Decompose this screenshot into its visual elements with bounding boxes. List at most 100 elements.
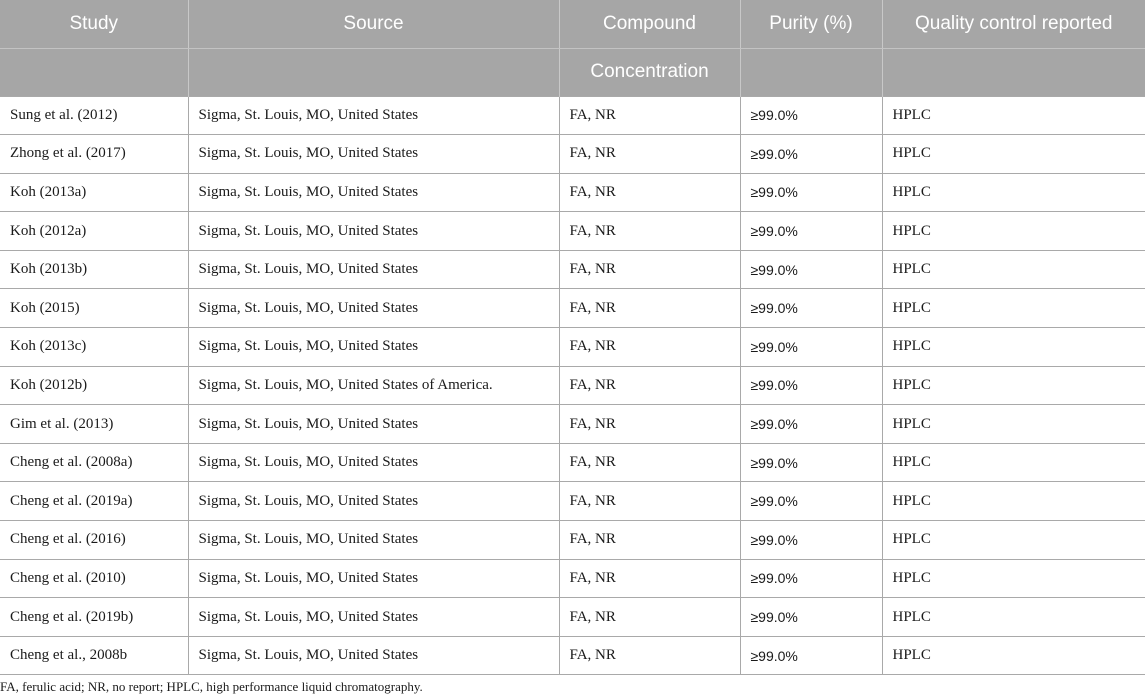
cell-quality-control: HPLC bbox=[881, 288, 1145, 328]
cell-compound: FA, NR bbox=[558, 520, 740, 560]
cell-compound: FA, NR bbox=[558, 404, 740, 444]
cell-quality-control: HPLC bbox=[881, 558, 1145, 598]
cell-study: Sung et al. (2012) bbox=[0, 95, 188, 135]
cell-purity: ≥99.0% bbox=[739, 249, 882, 289]
cell-study: Koh (2013a) bbox=[0, 172, 188, 212]
cell-purity: ≥99.0% bbox=[739, 597, 882, 637]
cell-study: Cheng et al. (2008a) bbox=[0, 442, 188, 482]
cell-study: Cheng et al. (2010) bbox=[0, 558, 188, 598]
cell-source: Sigma, St. Louis, MO, United States bbox=[187, 597, 559, 637]
table-header: Study Source Compound Purity (%) Quality… bbox=[0, 0, 1145, 96]
cell-study: Cheng et al. (2016) bbox=[0, 520, 188, 560]
cell-purity: ≥99.0% bbox=[739, 172, 882, 212]
cell-quality-control: HPLC bbox=[881, 365, 1145, 405]
header-subrow: Concentration bbox=[0, 48, 1145, 96]
cell-compound: FA, NR bbox=[558, 481, 740, 521]
cell-source: Sigma, St. Louis, MO, United States bbox=[187, 404, 559, 444]
cell-compound: FA, NR bbox=[558, 365, 740, 405]
header-row: Study Source Compound Purity (%) Quality… bbox=[0, 0, 1145, 49]
cell-purity: ≥99.0% bbox=[739, 134, 882, 174]
cell-quality-control: HPLC bbox=[881, 249, 1145, 289]
cell-compound: FA, NR bbox=[558, 558, 740, 598]
header-purity: Purity (%) bbox=[739, 0, 882, 49]
cell-quality-control: HPLC bbox=[881, 172, 1145, 212]
cell-source: Sigma, St. Louis, MO, United States bbox=[187, 635, 559, 676]
cell-study: Zhong et al. (2017) bbox=[0, 134, 188, 174]
table-row: Koh (2015) Sigma, St. Louis, MO, United S… bbox=[0, 288, 1145, 328]
header-compound: Compound bbox=[558, 0, 740, 49]
cell-purity: ≥99.0% bbox=[739, 635, 882, 676]
cell-purity: ≥99.0% bbox=[739, 327, 882, 367]
cell-compound: FA, NR bbox=[558, 288, 740, 328]
cell-source: Sigma, St. Louis, MO, United States of A… bbox=[187, 365, 559, 405]
cell-compound: FA, NR bbox=[558, 635, 740, 676]
table-row: Zhong et al. (2017) Sigma, St. Louis, MO,… bbox=[0, 134, 1145, 174]
cell-source: Sigma, St. Louis, MO, United States bbox=[187, 520, 559, 560]
table-row: Cheng et al. (2019b) Sigma, St. Louis, MO… bbox=[0, 597, 1145, 637]
cell-purity: ≥99.0% bbox=[739, 404, 882, 444]
cell-purity: ≥99.0% bbox=[739, 211, 882, 251]
cell-compound: FA, NR bbox=[558, 95, 740, 135]
cell-compound: FA, NR bbox=[558, 211, 740, 251]
cell-source: Sigma, St. Louis, MO, United States bbox=[187, 327, 559, 367]
cell-purity: ≥99.0% bbox=[739, 481, 882, 521]
table-row: Cheng et al. (2019a) Sigma, St. Louis, MO… bbox=[0, 481, 1145, 521]
cell-purity: ≥99.0% bbox=[739, 365, 882, 405]
cell-quality-control: HPLC bbox=[881, 134, 1145, 174]
cell-study: Koh (2013b) bbox=[0, 249, 188, 289]
cell-source: Sigma, St. Louis, MO, United States bbox=[187, 288, 559, 328]
cell-quality-control: HPLC bbox=[881, 597, 1145, 637]
cell-compound: FA, NR bbox=[558, 134, 740, 174]
cell-quality-control: HPLC bbox=[881, 442, 1145, 482]
table-footnote: FA, ferulic acid; NR, no report; HPLC, h… bbox=[0, 679, 423, 694]
cell-study: Cheng et al., 2008b bbox=[0, 635, 188, 676]
cell-source: Sigma, St. Louis, MO, United States bbox=[187, 558, 559, 598]
cell-quality-control: HPLC bbox=[881, 481, 1145, 521]
cell-source: Sigma, St. Louis, MO, United States bbox=[187, 134, 559, 174]
cell-compound: FA, NR bbox=[558, 172, 740, 212]
table-row: Cheng et al. (2016) Sigma, St. Louis, MO,… bbox=[0, 520, 1145, 560]
cell-source: Sigma, St. Louis, MO, United States bbox=[187, 95, 559, 135]
header-study-empty bbox=[0, 48, 188, 96]
table-row: Gim et al. (2013) Sigma, St. Louis, MO, U… bbox=[0, 404, 1145, 444]
table-row: Cheng et al. (2010) Sigma, St. Louis, MO,… bbox=[0, 558, 1145, 598]
table-row: Cheng et al., 2008b Sigma, St. Louis, MO,… bbox=[0, 635, 1145, 676]
cell-study: Koh (2015) bbox=[0, 288, 188, 328]
cell-purity: ≥99.0% bbox=[739, 520, 882, 560]
cell-source: Sigma, St. Louis, MO, United States bbox=[187, 442, 559, 482]
cell-quality-control: HPLC bbox=[881, 95, 1145, 135]
table-row: Koh (2012b) Sigma, St. Louis, MO, United … bbox=[0, 365, 1145, 405]
cell-purity: ≥99.0% bbox=[739, 558, 882, 598]
cell-compound: FA, NR bbox=[558, 597, 740, 637]
header-purity-empty bbox=[739, 48, 882, 96]
cell-study: Gim et al. (2013) bbox=[0, 404, 188, 444]
header-quality-empty bbox=[881, 48, 1145, 96]
header-study: Study bbox=[0, 0, 188, 49]
cell-quality-control: HPLC bbox=[881, 520, 1145, 560]
cell-study: Koh (2013c) bbox=[0, 327, 188, 367]
cell-purity: ≥99.0% bbox=[739, 288, 882, 328]
table-row: Koh (2013a) Sigma, St. Louis, MO, United … bbox=[0, 172, 1145, 212]
data-table: Study Source Compound Purity (%) Quality… bbox=[0, 0, 1145, 676]
cell-study: Koh (2012a) bbox=[0, 211, 188, 251]
header-concentration: Concentration bbox=[558, 48, 740, 96]
table-body: Sung et al. (2012) Sigma, St. Louis, MO, … bbox=[0, 95, 1145, 676]
table-row: Cheng et al. (2008a) Sigma, St. Louis, MO… bbox=[0, 442, 1145, 482]
table-row: Koh (2013c) Sigma, St. Louis, MO, United … bbox=[0, 327, 1145, 367]
cell-source: Sigma, St. Louis, MO, United States bbox=[187, 211, 559, 251]
cell-compound: FA, NR bbox=[558, 442, 740, 482]
header-source: Source bbox=[187, 0, 559, 49]
cell-quality-control: HPLC bbox=[881, 404, 1145, 444]
cell-compound: FA, NR bbox=[558, 327, 740, 367]
cell-purity: ≥99.0% bbox=[739, 442, 882, 482]
cell-quality-control: HPLC bbox=[881, 327, 1145, 367]
table-row: Sung et al. (2012) Sigma, St. Louis, MO, … bbox=[0, 95, 1145, 135]
cell-study: Cheng et al. (2019b) bbox=[0, 597, 188, 637]
table-row: Koh (2013b) Sigma, St. Louis, MO, United … bbox=[0, 249, 1145, 289]
table-row: Koh (2012a) Sigma, St. Louis, MO, United … bbox=[0, 211, 1145, 251]
cell-quality-control: HPLC bbox=[881, 635, 1145, 676]
header-source-empty bbox=[187, 48, 559, 96]
cell-study: Koh (2012b) bbox=[0, 365, 188, 405]
header-quality-control: Quality control reported bbox=[881, 0, 1145, 49]
cell-source: Sigma, St. Louis, MO, United States bbox=[187, 172, 559, 212]
